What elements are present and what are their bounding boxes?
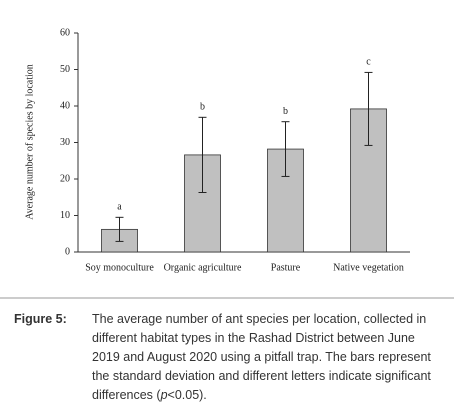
y-axis-label: Average number of species by location [24,64,35,220]
caption: Figure 5: differences (p<0.05). The aver… [14,312,431,402]
caption-line: 2019 and August 2020 using a pitfall tra… [92,350,431,364]
y-tick-label: 40 [60,100,70,111]
x-tick-label: Native vegetation [333,262,404,273]
chart: Average number of species by location 0 1… [24,27,410,273]
x-tick-label: Organic agriculture [164,262,242,273]
y-tick-label: 20 [60,173,70,184]
caption-line: the standard deviation and different let… [92,369,431,383]
x-tick-label: Pasture [271,262,301,273]
significance-letter: b [283,106,288,117]
caption-text: <0.05). [168,388,207,402]
caption-line: differences (p<0.05). [92,388,207,402]
caption-line: different habitat types in the Rashad Di… [92,331,415,345]
caption-line: The average number of ant species per lo… [92,312,426,326]
significance-letter: a [117,202,122,213]
caption-text: differences ( [92,388,161,402]
y-tick-label: 10 [60,210,70,221]
significance-letter: b [200,102,205,113]
y-tick-label: 30 [60,137,70,148]
x-tick-label: Soy monoculture [85,262,154,273]
y-tick-label: 50 [60,64,70,75]
caption-text: p [160,388,168,402]
y-tick-label: 0 [65,246,70,257]
y-tick-label: 60 [60,27,70,38]
significance-letter: c [366,57,371,68]
caption-label: Figure 5: [14,312,67,326]
